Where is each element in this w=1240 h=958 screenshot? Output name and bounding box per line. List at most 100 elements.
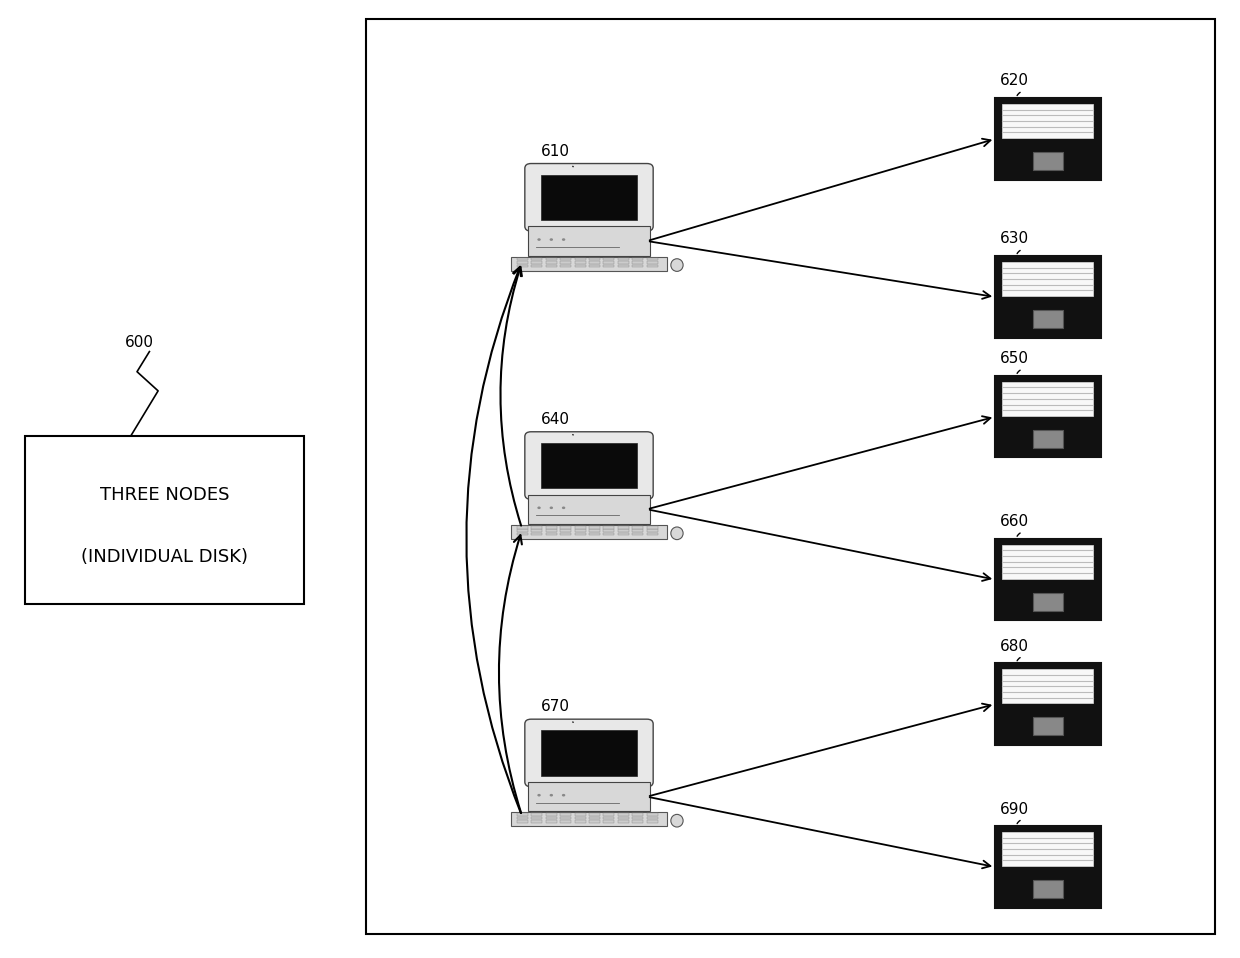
FancyBboxPatch shape	[525, 164, 653, 231]
FancyBboxPatch shape	[618, 530, 629, 532]
FancyBboxPatch shape	[647, 530, 657, 532]
FancyBboxPatch shape	[632, 262, 644, 263]
FancyBboxPatch shape	[647, 533, 657, 536]
FancyBboxPatch shape	[560, 817, 572, 819]
FancyBboxPatch shape	[647, 817, 657, 819]
FancyBboxPatch shape	[546, 258, 557, 261]
FancyBboxPatch shape	[546, 817, 557, 819]
FancyBboxPatch shape	[574, 258, 585, 261]
FancyBboxPatch shape	[511, 812, 667, 826]
FancyBboxPatch shape	[604, 258, 614, 261]
FancyBboxPatch shape	[604, 817, 614, 819]
FancyBboxPatch shape	[589, 526, 600, 529]
FancyBboxPatch shape	[618, 813, 629, 816]
FancyBboxPatch shape	[546, 533, 557, 536]
Ellipse shape	[562, 794, 565, 796]
FancyBboxPatch shape	[525, 432, 653, 499]
Text: (INDIVIDUAL DISK): (INDIVIDUAL DISK)	[81, 548, 248, 565]
FancyBboxPatch shape	[517, 530, 528, 532]
FancyBboxPatch shape	[541, 443, 637, 489]
FancyBboxPatch shape	[589, 262, 600, 263]
Text: 680: 680	[1001, 639, 1029, 653]
Ellipse shape	[562, 507, 565, 509]
FancyBboxPatch shape	[517, 813, 528, 816]
FancyBboxPatch shape	[366, 19, 1215, 934]
FancyBboxPatch shape	[618, 533, 629, 536]
FancyBboxPatch shape	[647, 820, 657, 823]
Text: 610: 610	[541, 144, 570, 159]
Text: 620: 620	[1001, 74, 1029, 88]
FancyBboxPatch shape	[560, 258, 572, 261]
FancyBboxPatch shape	[589, 530, 600, 532]
Ellipse shape	[549, 239, 553, 240]
Text: 660: 660	[1001, 514, 1029, 529]
FancyBboxPatch shape	[589, 817, 600, 819]
FancyBboxPatch shape	[632, 533, 644, 536]
FancyBboxPatch shape	[647, 526, 657, 529]
FancyBboxPatch shape	[632, 264, 644, 267]
FancyBboxPatch shape	[546, 530, 557, 532]
Ellipse shape	[671, 527, 683, 539]
FancyBboxPatch shape	[589, 264, 600, 267]
FancyBboxPatch shape	[517, 262, 528, 263]
FancyBboxPatch shape	[528, 782, 650, 811]
FancyBboxPatch shape	[574, 530, 585, 532]
FancyBboxPatch shape	[632, 820, 644, 823]
Text: 690: 690	[1001, 802, 1029, 816]
FancyBboxPatch shape	[528, 226, 650, 256]
Ellipse shape	[562, 239, 565, 240]
FancyBboxPatch shape	[1002, 103, 1094, 138]
FancyBboxPatch shape	[618, 817, 629, 819]
FancyBboxPatch shape	[618, 820, 629, 823]
FancyBboxPatch shape	[632, 813, 644, 816]
FancyBboxPatch shape	[546, 262, 557, 263]
FancyBboxPatch shape	[994, 257, 1101, 338]
FancyBboxPatch shape	[531, 264, 542, 267]
FancyBboxPatch shape	[531, 258, 542, 261]
Text: 630: 630	[1001, 232, 1029, 246]
FancyBboxPatch shape	[531, 530, 542, 532]
FancyBboxPatch shape	[528, 494, 650, 524]
FancyBboxPatch shape	[994, 99, 1101, 180]
FancyBboxPatch shape	[647, 258, 657, 261]
FancyBboxPatch shape	[589, 258, 600, 261]
FancyBboxPatch shape	[546, 820, 557, 823]
FancyBboxPatch shape	[531, 820, 542, 823]
FancyBboxPatch shape	[589, 820, 600, 823]
Ellipse shape	[537, 507, 541, 509]
FancyBboxPatch shape	[517, 817, 528, 819]
FancyBboxPatch shape	[604, 526, 614, 529]
FancyBboxPatch shape	[1002, 262, 1094, 296]
FancyBboxPatch shape	[517, 533, 528, 536]
FancyBboxPatch shape	[541, 730, 637, 776]
FancyBboxPatch shape	[1002, 381, 1094, 416]
FancyBboxPatch shape	[1033, 593, 1063, 610]
FancyBboxPatch shape	[1033, 152, 1063, 170]
FancyBboxPatch shape	[574, 262, 585, 263]
FancyBboxPatch shape	[574, 817, 585, 819]
FancyBboxPatch shape	[604, 820, 614, 823]
FancyBboxPatch shape	[618, 526, 629, 529]
FancyBboxPatch shape	[994, 538, 1101, 621]
FancyBboxPatch shape	[517, 820, 528, 823]
FancyBboxPatch shape	[511, 257, 667, 270]
FancyBboxPatch shape	[632, 526, 644, 529]
FancyBboxPatch shape	[525, 719, 653, 787]
FancyBboxPatch shape	[589, 813, 600, 816]
FancyBboxPatch shape	[1033, 310, 1063, 328]
FancyBboxPatch shape	[618, 264, 629, 267]
FancyBboxPatch shape	[632, 817, 644, 819]
FancyBboxPatch shape	[604, 264, 614, 267]
FancyBboxPatch shape	[647, 813, 657, 816]
FancyBboxPatch shape	[574, 813, 585, 816]
Ellipse shape	[537, 239, 541, 240]
FancyBboxPatch shape	[1002, 669, 1094, 703]
FancyBboxPatch shape	[618, 258, 629, 261]
FancyBboxPatch shape	[618, 262, 629, 263]
FancyBboxPatch shape	[546, 813, 557, 816]
FancyBboxPatch shape	[1033, 880, 1063, 898]
FancyBboxPatch shape	[647, 262, 657, 263]
Text: 600: 600	[124, 334, 154, 350]
FancyBboxPatch shape	[604, 262, 614, 263]
FancyBboxPatch shape	[541, 174, 637, 220]
